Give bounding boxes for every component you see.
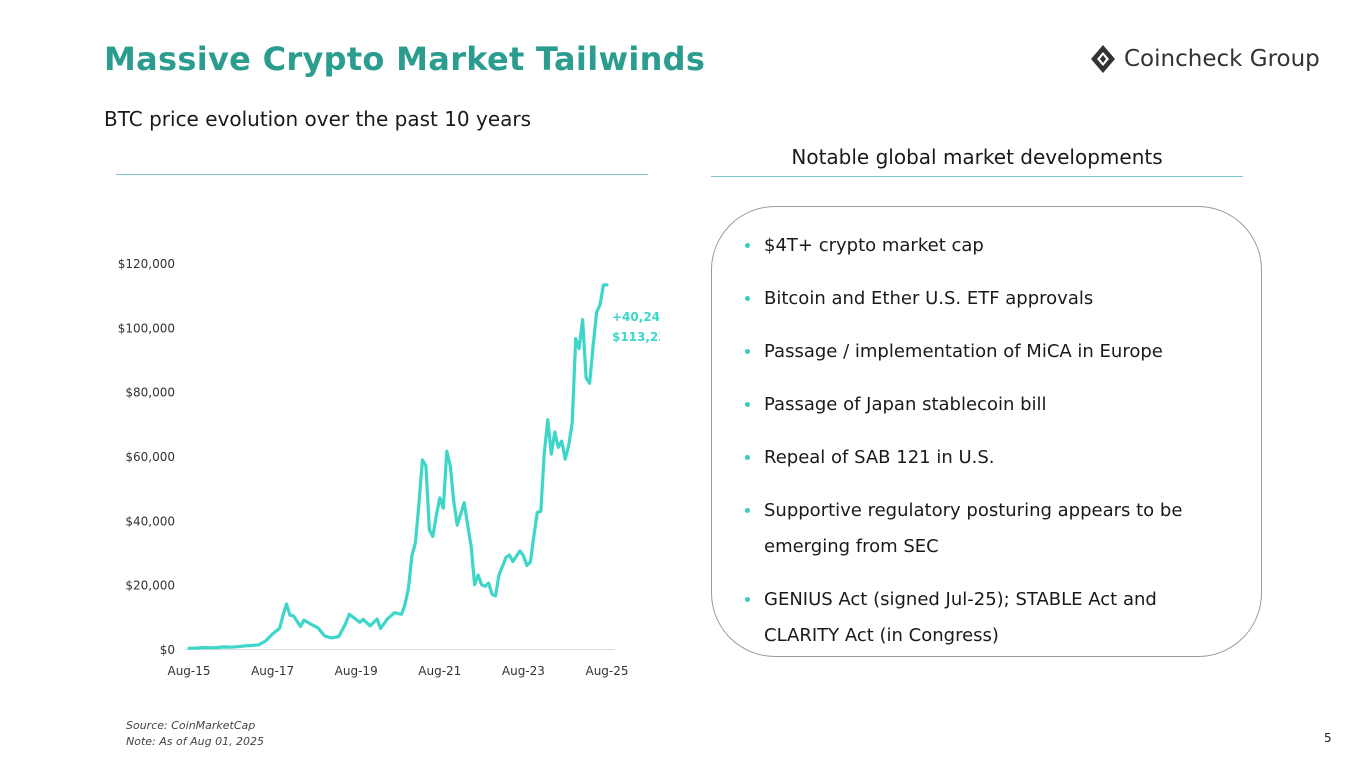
developments-list: $4T+ crypto market cap Bitcoin and Ether… bbox=[744, 228, 1224, 671]
price-annotation: $113,235 bbox=[612, 330, 660, 344]
list-item: Passage of Japan stablecoin bill bbox=[744, 387, 1224, 423]
x-tick-label: Aug-17 bbox=[251, 664, 294, 678]
date-note: Note: As of Aug 01, 2025 bbox=[126, 735, 265, 748]
x-tick-label: Aug-15 bbox=[167, 664, 210, 678]
panel-heading: Notable global market developments bbox=[791, 145, 1163, 169]
list-item: Passage / implementation of MiCA in Euro… bbox=[744, 334, 1224, 370]
y-tick-label: $0 bbox=[160, 643, 175, 657]
y-tick-label: $80,000 bbox=[125, 386, 175, 400]
source-note: Source: CoinMarketCap bbox=[126, 719, 256, 732]
list-item: GENIUS Act (signed Jul-25); STABLE Act a… bbox=[744, 582, 1224, 654]
x-tick-label: Aug-19 bbox=[335, 664, 378, 678]
chart-subtitle: BTC price evolution over the past 10 yea… bbox=[104, 107, 532, 131]
developments-panel bbox=[711, 206, 1262, 657]
logo-text: Coincheck Group bbox=[1124, 46, 1320, 72]
company-logo: Coincheck Group bbox=[1090, 44, 1320, 74]
y-tick-label: $60,000 bbox=[125, 450, 175, 464]
x-tick-label: Aug-21 bbox=[418, 664, 461, 678]
y-tick-label: $120,000 bbox=[118, 257, 175, 271]
list-item: Bitcoin and Ether U.S. ETF approvals bbox=[744, 281, 1224, 317]
diamond-logo-icon bbox=[1091, 45, 1115, 73]
chart-divider bbox=[116, 174, 648, 175]
btc-price-line bbox=[187, 283, 609, 650]
x-tick-label: Aug-25 bbox=[585, 664, 628, 678]
page-title: Massive Crypto Market Tailwinds bbox=[104, 40, 706, 78]
btc-price-chart: $0 $20,000 $40,000 $60,000 $80,000 $100,000 $1… bbox=[118, 257, 660, 678]
list-item: Supportive regulatory posturing appears … bbox=[744, 493, 1224, 565]
change-annotation: +40,240% bbox=[612, 310, 660, 324]
y-tick-label: $100,000 bbox=[118, 321, 175, 335]
y-tick-label: $40,000 bbox=[125, 514, 175, 528]
list-item: Repeal of SAB 121 in U.S. bbox=[744, 440, 1224, 476]
list-item: $4T+ crypto market cap bbox=[744, 228, 1224, 264]
page-number: 5 bbox=[1324, 731, 1332, 745]
y-tick-label: $20,000 bbox=[125, 579, 175, 593]
panel-divider bbox=[711, 176, 1243, 177]
x-tick-label: Aug-23 bbox=[502, 664, 545, 678]
